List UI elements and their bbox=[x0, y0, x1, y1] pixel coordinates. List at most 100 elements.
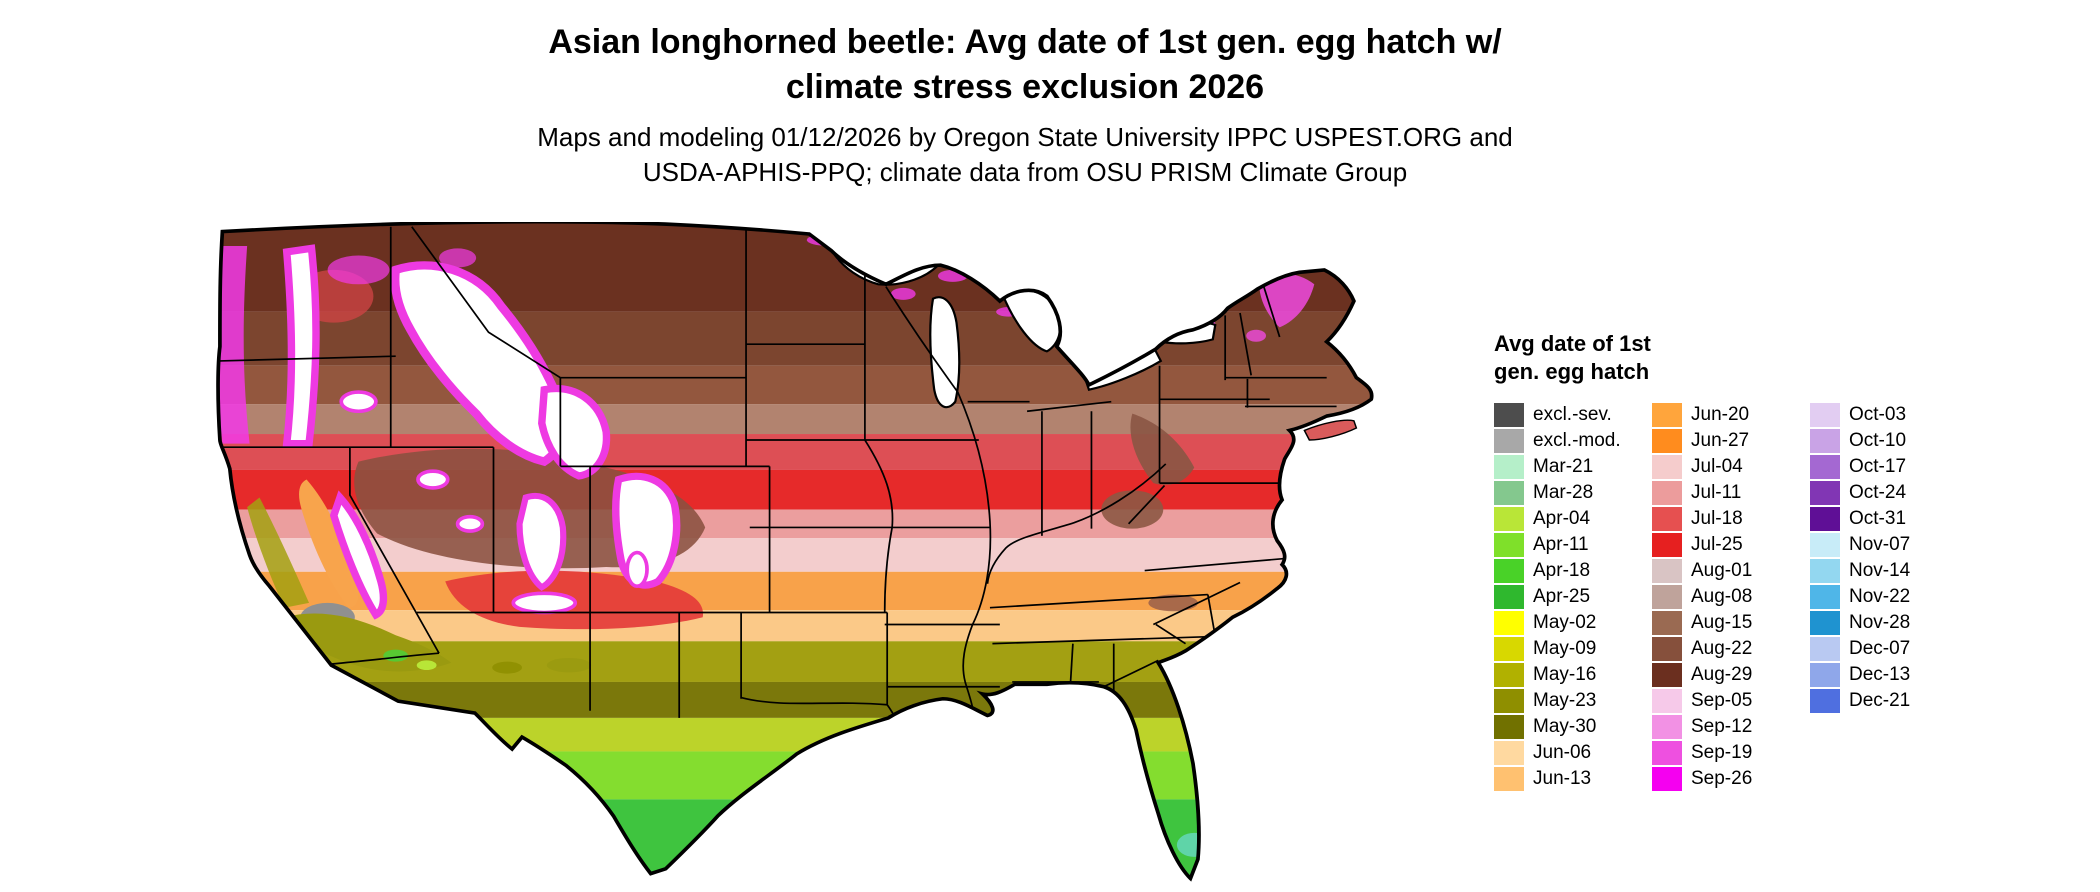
legend-color-swatch bbox=[1810, 532, 1840, 557]
legend-row: Nov-28 bbox=[1810, 610, 1960, 636]
legend-color-swatch bbox=[1810, 454, 1840, 479]
legend-color-swatch bbox=[1494, 532, 1524, 557]
legend-color-swatch bbox=[1810, 558, 1840, 583]
legend-row: Jul-11 bbox=[1652, 480, 1810, 506]
legend-color-swatch bbox=[1810, 610, 1840, 635]
legend-color-swatch bbox=[1652, 662, 1682, 687]
date-bands bbox=[218, 222, 1372, 879]
legend-date-label: Oct-10 bbox=[1849, 429, 1907, 451]
legend-date-label: Jun-27 bbox=[1691, 429, 1750, 451]
legend-row: Aug-15 bbox=[1652, 610, 1810, 636]
legend-color-swatch bbox=[1494, 688, 1524, 713]
legend-row: Dec-07 bbox=[1810, 636, 1960, 662]
legend-row: Nov-14 bbox=[1810, 558, 1960, 584]
map-title: Asian longhorned beetle: Avg date of 1st… bbox=[0, 20, 2050, 110]
legend-color-swatch bbox=[1652, 532, 1682, 557]
legend-title-line2: gen. egg hatch bbox=[1494, 358, 1650, 384]
legend-color-swatch bbox=[1810, 506, 1840, 531]
legend-date-label: Jul-11 bbox=[1691, 481, 1742, 503]
legend-date-label: Nov-28 bbox=[1849, 611, 1911, 633]
map-subtitle-line2: USDA-APHIS-PPQ; climate data from OSU PR… bbox=[642, 157, 1408, 188]
legend-date-label: May-23 bbox=[1533, 689, 1597, 711]
legend-row: Jul-04 bbox=[1652, 454, 1810, 480]
legend-color-swatch bbox=[1652, 688, 1682, 713]
legend-color-swatch bbox=[1810, 402, 1840, 427]
legend-date-label: excl.-sev. bbox=[1533, 403, 1612, 425]
legend-date-label: Oct-03 bbox=[1849, 403, 1907, 425]
legend-row: Jun-06 bbox=[1494, 740, 1652, 766]
legend-color-swatch bbox=[1494, 480, 1524, 505]
legend-color-swatch bbox=[1810, 480, 1840, 505]
legend-date-label: Sep-12 bbox=[1691, 715, 1753, 737]
legend-color-swatch bbox=[1810, 688, 1840, 713]
legend-color-swatch bbox=[1494, 610, 1524, 635]
legend-date-label: Dec-07 bbox=[1849, 637, 1911, 659]
legend-row: Oct-10 bbox=[1810, 428, 1960, 454]
legend-row: Mar-21 bbox=[1494, 454, 1652, 480]
legend-color-swatch bbox=[1494, 714, 1524, 739]
legend-date-label: Oct-31 bbox=[1849, 507, 1907, 529]
legend-row: Sep-26 bbox=[1652, 766, 1810, 792]
legend-color-swatch bbox=[1494, 584, 1524, 609]
legend-date-label: Jul-04 bbox=[1691, 455, 1743, 477]
legend-row: Mar-28 bbox=[1494, 480, 1652, 506]
us-outline bbox=[216, 222, 1374, 882]
legend-color-swatch bbox=[1652, 610, 1682, 635]
legend-row: Jul-25 bbox=[1652, 532, 1810, 558]
legend-column-2: Jun-20 Jun-27 Jul-04 Jul-11 Jul-18 Jul-25 Aug-… bbox=[1652, 402, 1810, 792]
us-map-svg bbox=[216, 222, 1374, 882]
legend-date-label: Nov-14 bbox=[1849, 559, 1911, 581]
legend-row: Jun-20 bbox=[1652, 402, 1810, 428]
legend-color-swatch bbox=[1652, 506, 1682, 531]
legend-date-label: May-16 bbox=[1533, 663, 1597, 685]
legend-row: May-23 bbox=[1494, 688, 1652, 714]
legend-color-swatch bbox=[1494, 558, 1524, 583]
legend-date-label: Sep-19 bbox=[1691, 741, 1753, 763]
us-choropleth-map bbox=[210, 222, 1448, 888]
legend-date-label: Nov-07 bbox=[1849, 533, 1911, 555]
legend-color-swatch bbox=[1494, 506, 1524, 531]
legend-row: Aug-29 bbox=[1652, 662, 1810, 688]
legend-color-swatch bbox=[1652, 480, 1682, 505]
legend-row: May-09 bbox=[1494, 636, 1652, 662]
legend-row: Oct-31 bbox=[1810, 506, 1960, 532]
legend-row: Aug-01 bbox=[1652, 558, 1810, 584]
legend-title-line1: Avg date of 1st bbox=[1494, 331, 1651, 356]
legend-color-swatch bbox=[1652, 428, 1682, 453]
legend-date-label: Dec-21 bbox=[1849, 689, 1911, 711]
legend-date-label: Jul-25 bbox=[1691, 533, 1743, 555]
legend-date-label: Aug-29 bbox=[1691, 663, 1753, 685]
legend-row: Dec-13 bbox=[1810, 662, 1960, 688]
legend-column-3: Oct-03 Oct-10 Oct-17 Oct-24 Oct-31 Nov-07 Nov-… bbox=[1810, 402, 1960, 792]
legend-row: excl.-mod. bbox=[1494, 428, 1652, 454]
legend-date-label: Oct-17 bbox=[1849, 455, 1907, 477]
western-overlays bbox=[218, 244, 706, 674]
map-subtitle: Maps and modeling 01/12/2026 by Oregon S… bbox=[0, 120, 2050, 190]
legend-color-swatch bbox=[1652, 714, 1682, 739]
legend-date-label: Nov-22 bbox=[1849, 585, 1911, 607]
legend-date-label: Aug-08 bbox=[1691, 585, 1753, 607]
legend-row: Oct-24 bbox=[1810, 480, 1960, 506]
legend-row: Apr-04 bbox=[1494, 506, 1652, 532]
legend-date-label: Apr-04 bbox=[1533, 507, 1591, 529]
legend-color-swatch bbox=[1494, 662, 1524, 687]
legend-date-label: Aug-22 bbox=[1691, 637, 1753, 659]
legend-date-label: Jul-18 bbox=[1691, 507, 1743, 529]
legend-row: May-02 bbox=[1494, 610, 1652, 636]
legend-row: May-16 bbox=[1494, 662, 1652, 688]
legend-color-swatch bbox=[1652, 636, 1682, 661]
legend-title: Avg date of 1st gen. egg hatch bbox=[1494, 330, 2094, 386]
legend-row: Apr-18 bbox=[1494, 558, 1652, 584]
map-subtitle-line1: Maps and modeling 01/12/2026 by Oregon S… bbox=[537, 122, 1513, 152]
legend-color-swatch bbox=[1652, 740, 1682, 765]
legend-color-swatch bbox=[1494, 636, 1524, 661]
legend-row: Aug-08 bbox=[1652, 584, 1810, 610]
legend-date-label: May-09 bbox=[1533, 637, 1597, 659]
legend-date-label: Aug-01 bbox=[1691, 559, 1753, 581]
legend: Avg date of 1st gen. egg hatch excl.-sev… bbox=[1494, 330, 2094, 792]
legend-color-swatch bbox=[1652, 584, 1682, 609]
legend-color-swatch bbox=[1652, 402, 1682, 427]
legend-row: excl.-sev. bbox=[1494, 402, 1652, 428]
legend-date-label: Jun-06 bbox=[1533, 741, 1592, 763]
legend-date-label: Oct-24 bbox=[1849, 481, 1907, 503]
